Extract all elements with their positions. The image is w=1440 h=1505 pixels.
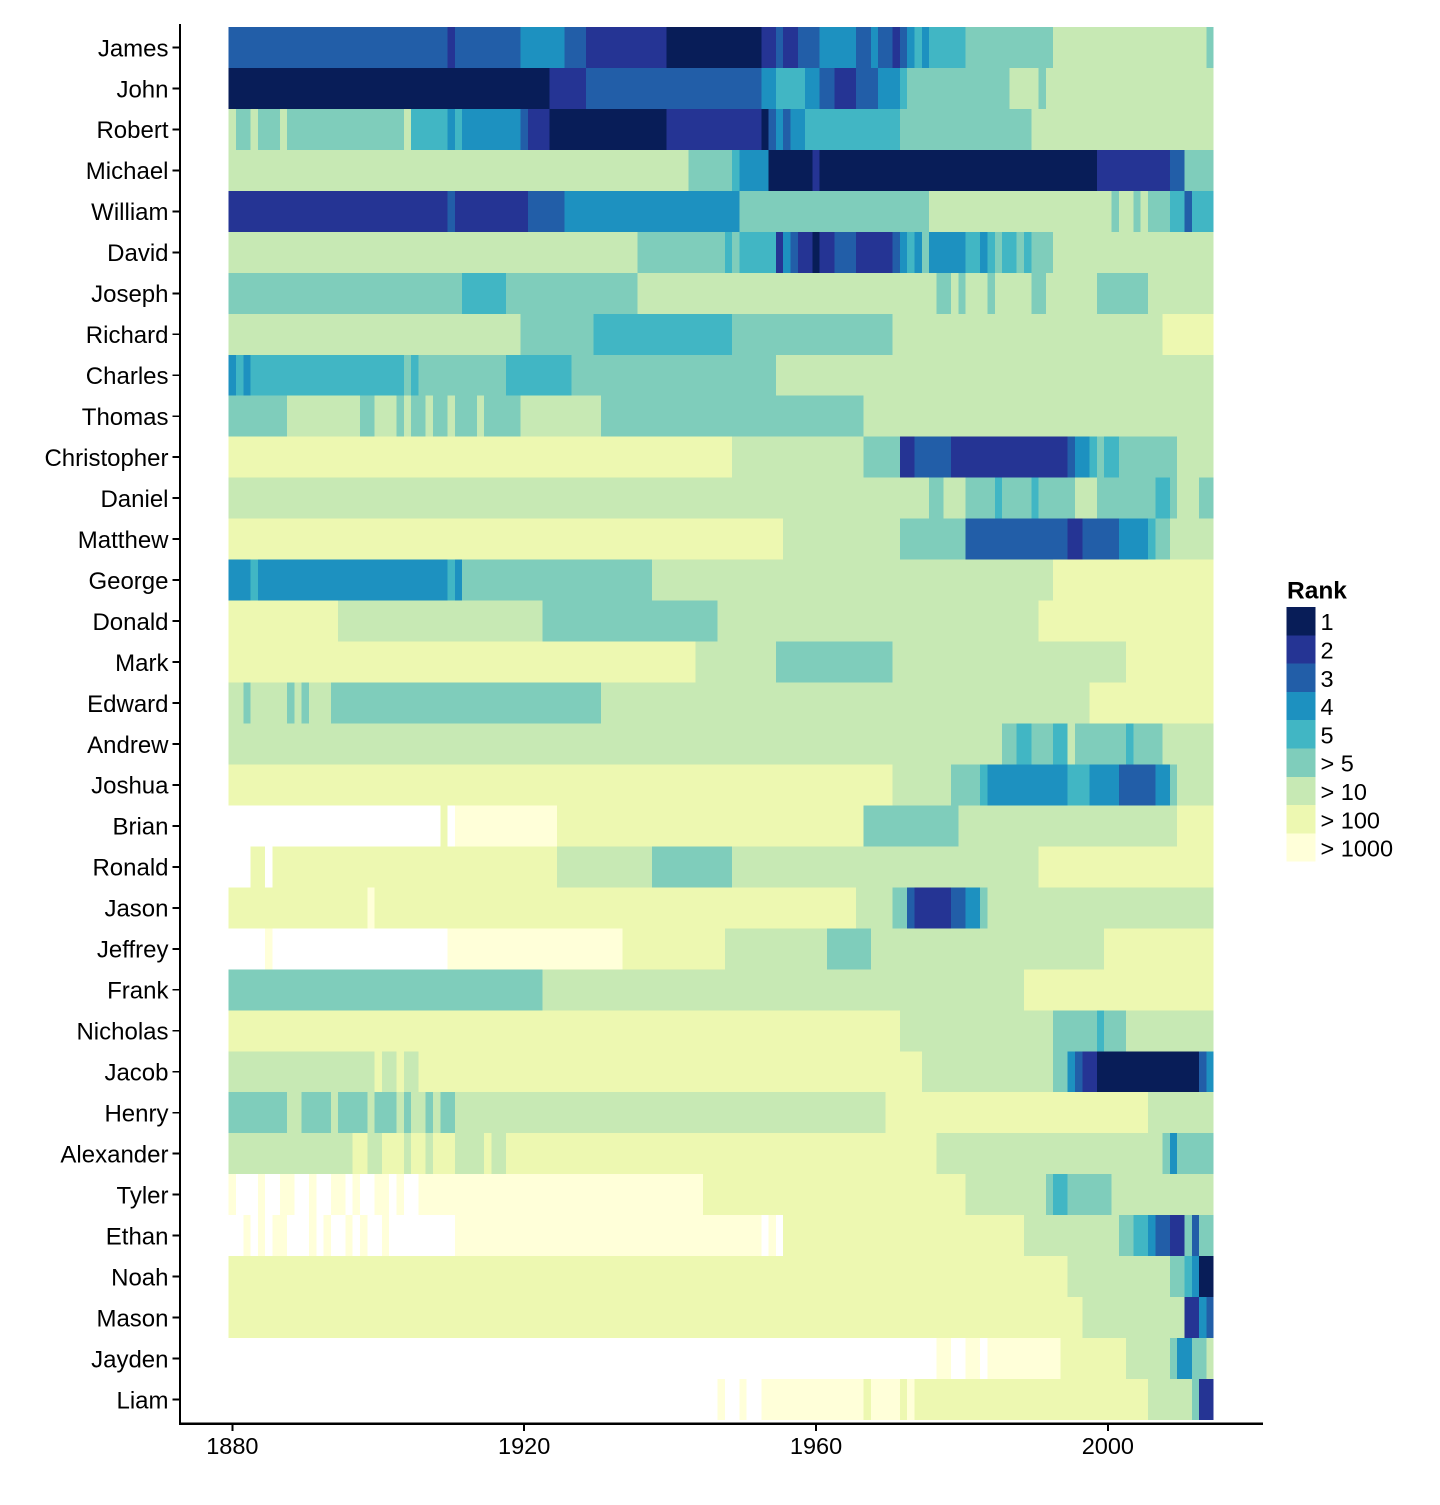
svg-text:1: 1: [1321, 609, 1334, 635]
svg-text:Christopher: Christopher: [44, 445, 168, 472]
svg-text:David: David: [107, 240, 168, 267]
svg-text:Jayden: Jayden: [91, 1346, 168, 1373]
svg-text:Andrew: Andrew: [87, 732, 169, 759]
svg-text:Ronald: Ronald: [92, 855, 168, 882]
svg-text:Noah: Noah: [111, 1264, 168, 1291]
svg-text:> 1000: > 1000: [1321, 836, 1394, 862]
svg-text:Henry: Henry: [104, 1101, 168, 1128]
svg-text:> 5: > 5: [1321, 751, 1354, 777]
svg-text:Mark: Mark: [115, 650, 169, 677]
svg-text:> 10: > 10: [1321, 779, 1367, 805]
svg-text:James: James: [98, 35, 169, 62]
svg-text:2: 2: [1321, 637, 1334, 663]
svg-text:Charles: Charles: [86, 363, 169, 390]
svg-text:> 100: > 100: [1321, 807, 1380, 833]
svg-text:Ethan: Ethan: [106, 1223, 169, 1250]
svg-text:3: 3: [1321, 666, 1334, 692]
svg-text:Robert: Robert: [96, 117, 168, 144]
svg-text:Jason: Jason: [104, 896, 168, 923]
svg-text:4: 4: [1321, 694, 1334, 720]
svg-text:Tyler: Tyler: [116, 1182, 168, 1209]
svg-text:Donald: Donald: [92, 609, 168, 636]
svg-text:Brian: Brian: [112, 814, 168, 841]
svg-text:William: William: [91, 199, 168, 226]
svg-text:5: 5: [1321, 722, 1334, 748]
svg-text:1880: 1880: [206, 1433, 258, 1459]
svg-text:1920: 1920: [498, 1433, 550, 1459]
svg-text:Rank: Rank: [1287, 578, 1347, 605]
svg-text:Daniel: Daniel: [100, 486, 168, 513]
svg-text:Alexander: Alexander: [60, 1141, 168, 1168]
svg-text:2000: 2000: [1082, 1433, 1134, 1459]
svg-text:Joseph: Joseph: [91, 281, 168, 308]
svg-text:Frank: Frank: [107, 978, 169, 1005]
svg-text:Jeffrey: Jeffrey: [97, 937, 169, 964]
svg-text:Thomas: Thomas: [82, 404, 169, 431]
svg-text:Nicholas: Nicholas: [76, 1019, 168, 1046]
svg-text:George: George: [88, 568, 168, 595]
svg-text:Michael: Michael: [86, 158, 169, 185]
svg-text:Joshua: Joshua: [91, 773, 169, 800]
svg-text:John: John: [116, 76, 168, 103]
svg-text:1960: 1960: [790, 1433, 842, 1459]
svg-text:Edward: Edward: [87, 691, 168, 718]
svg-text:Richard: Richard: [86, 322, 169, 349]
svg-text:Matthew: Matthew: [78, 527, 169, 554]
svg-text:Jacob: Jacob: [104, 1060, 168, 1087]
svg-text:Mason: Mason: [96, 1305, 168, 1332]
svg-text:Liam: Liam: [116, 1387, 168, 1414]
